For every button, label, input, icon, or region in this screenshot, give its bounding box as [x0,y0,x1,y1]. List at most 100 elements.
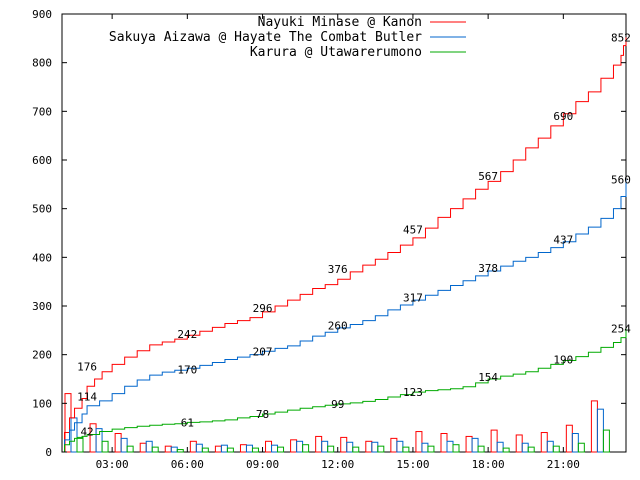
y-tick-label: 600 [32,154,52,167]
x-tick-label: 18:00 [472,458,505,471]
y-tick-label: 300 [32,300,52,313]
data-label: 176 [77,360,97,373]
data-label: 99 [331,398,344,411]
data-label: 170 [177,363,197,376]
hourly-bar [327,445,335,453]
hourly-bar [471,437,479,453]
hourly-bar [565,424,573,453]
hourly-bar [245,444,253,453]
hourly-bar [402,446,410,453]
hourly-bar [540,432,548,453]
y-tick-label: 500 [32,203,52,216]
data-label: 190 [553,354,573,367]
hourly-bar [195,443,203,453]
hourly-bar [421,442,429,453]
data-label: 296 [253,302,273,315]
hourly-bar [101,440,109,453]
data-label: 567 [478,170,498,183]
data-label: 207 [253,345,273,358]
hourly-bar [201,447,209,453]
hourly-bar [346,441,354,453]
hourly-bar [189,440,197,453]
data-label: 317 [403,292,423,305]
hourly-bar [446,440,454,453]
data-label: 242 [177,328,197,341]
hourly-bar [251,447,259,453]
hourly-bar [596,408,604,453]
legend-label: Sakuya Aizawa @ Hayate The Combat Butler [109,30,422,45]
legend-label: Nayuki Minase @ Kanon [258,15,422,30]
hourly-bar [277,446,285,453]
x-tick-label: 06:00 [171,458,204,471]
hourly-bar [296,440,304,453]
y-axis: 0 100 200 300 400 500 600 700 800 900 [32,8,626,459]
hourly-bar [76,436,84,453]
hourly-bars [64,393,610,453]
x-tick-label: 15:00 [396,458,429,471]
series-line [62,328,627,453]
hourly-bar [290,439,298,453]
data-label: 457 [403,224,423,237]
hourly-bar [170,446,178,453]
hourly-bar [390,437,398,453]
x-tick-label: 09:00 [246,458,279,471]
x-tick-label: 21:00 [547,458,580,471]
hourly-bar [139,442,147,453]
hourly-bar [452,444,460,453]
hourly-bar [220,444,228,453]
data-label: 78 [256,408,269,421]
hourly-bar [321,440,329,453]
hourly-bar [521,442,529,453]
data-label: 690 [553,110,573,123]
data-labels: 176 242 296 376 457 567 690 852 114 170 207 260 317 3… [77,31,631,438]
hourly-bar [352,446,360,453]
hourly-bar [496,441,504,453]
hourly-bar [271,444,279,453]
data-label: 376 [328,263,348,276]
hourly-bar [64,393,72,453]
hourly-bar [590,400,598,453]
x-axis: 03:00 06:00 09:00 12:00 15:00 18:00 21:00 [96,14,580,471]
data-label: 260 [328,319,348,332]
hourly-bar [151,446,159,453]
hourly-bar [396,440,404,453]
y-tick-label: 700 [32,105,52,118]
y-tick-label: 100 [32,397,52,410]
hourly-bar [214,445,222,453]
hourly-bar [371,441,379,453]
hourly-bar [440,433,448,453]
hourly-bar [95,428,103,453]
data-label: 437 [553,233,573,246]
series-line [62,37,627,453]
y-tick-label: 200 [32,349,52,362]
hourly-bar [465,435,473,453]
hourly-bar [477,445,485,453]
hourly-bar [415,431,423,453]
x-tick-label: 03:00 [96,458,129,471]
hourly-bar [265,440,273,453]
data-label: 42 [80,426,93,439]
data-label: 378 [478,262,498,275]
y-tick-label: 900 [32,8,52,21]
y-tick-label: 0 [45,446,52,459]
hourly-bar [502,447,510,453]
hourly-bar [239,444,247,453]
hourly-bar [490,429,498,453]
data-label: 254 [611,322,631,335]
y-tick-label: 400 [32,251,52,264]
series-line [62,179,627,453]
legend-label: Karura @ Utawarerumono [250,45,422,60]
hourly-bar [176,449,184,453]
hourly-bar [365,440,373,453]
hourly-bar [315,435,323,453]
hourly-bar [126,445,134,453]
hourly-bar [577,442,585,453]
data-label: 61 [181,416,194,429]
cumulative-lines [62,37,627,453]
hourly-bar [164,445,172,453]
x-tick-label: 12:00 [321,458,354,471]
hourly-bar [377,445,385,453]
hourly-bar [226,447,234,453]
